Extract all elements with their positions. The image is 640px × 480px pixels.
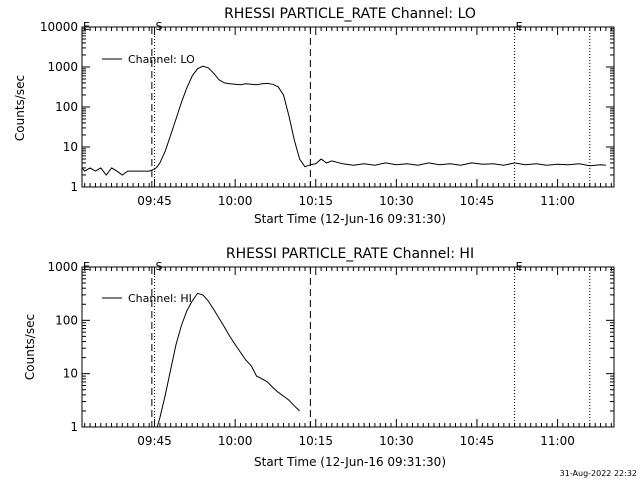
- chart-title: RHESSI PARTICLE_RATE Channel: LO: [224, 6, 476, 22]
- marker-label: E: [516, 260, 523, 273]
- footer-timestamp: 31-Aug-2022 22:32: [560, 469, 637, 478]
- legend-entry: Channel: LO: [128, 53, 195, 66]
- x-tick-label: 10:15: [298, 434, 333, 448]
- marker-label: E: [83, 260, 90, 273]
- chart-title: RHESSI PARTICLE_RATE Channel: HI: [226, 246, 474, 262]
- x-tick-label: 10:00: [218, 194, 253, 208]
- y-tick-label: 1000: [47, 60, 78, 74]
- legend-entry: Channel: HI: [128, 292, 192, 305]
- x-tick-label: 10:45: [460, 434, 495, 448]
- lo-channel-plot: RHESSI PARTICLE_RATE Channel: LO Start T…: [13, 6, 615, 226]
- marker-label: E: [516, 20, 523, 33]
- x-tick-label: 10:30: [379, 194, 414, 208]
- y-tick-label: 10: [63, 140, 78, 154]
- x-tick-label: 11:00: [540, 434, 575, 448]
- x-axis-label: Start Time (12-Jun-16 09:31:30): [254, 455, 446, 469]
- x-tick-label: 09:45: [137, 194, 172, 208]
- y-tick-label: 1000: [47, 260, 78, 274]
- marker-label: E: [83, 20, 90, 33]
- y-tick-label: 10: [63, 367, 78, 381]
- y-tick-label: 100: [55, 313, 78, 327]
- y-axis-label: Counts/sec: [23, 314, 37, 380]
- x-tick-label: 10:45: [460, 194, 495, 208]
- x-tick-label: 10:30: [379, 434, 414, 448]
- x-tick-label: 09:45: [137, 434, 172, 448]
- y-tick-label: 1: [70, 180, 78, 194]
- marker-label: S: [156, 20, 163, 33]
- series-line: [156, 292, 300, 428]
- plot-frame: [81, 266, 615, 428]
- plot-frame: [81, 26, 615, 188]
- x-tick-label: 10:00: [218, 434, 253, 448]
- x-axis-label: Start Time (12-Jun-16 09:31:30): [254, 212, 446, 226]
- y-tick-label: 1: [70, 420, 78, 434]
- y-tick-label: 100: [55, 100, 78, 114]
- series-line: [81, 65, 606, 176]
- y-axis-label: Counts/sec: [13, 75, 27, 141]
- hi-channel-plot: RHESSI PARTICLE_RATE Channel: HI Start T…: [23, 246, 615, 469]
- marker-label: S: [156, 260, 163, 273]
- x-tick-label: 10:15: [298, 194, 333, 208]
- x-tick-label: 11:00: [540, 194, 575, 208]
- y-tick-label: 10000: [40, 20, 78, 34]
